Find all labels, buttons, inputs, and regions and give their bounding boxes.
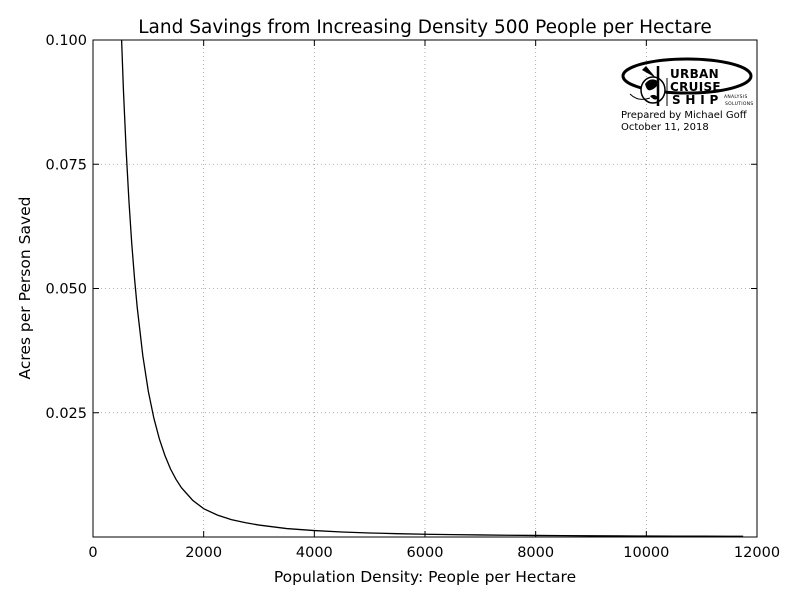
y-axis-label: Acres per Person Saved: [16, 197, 34, 380]
y-tick-label: 0.025: [45, 406, 87, 422]
x-tick-label: 2000: [185, 545, 222, 561]
urban-cruise-ship-logo: URBAN CRUISE S H I P ANALYSIS SOLUTIONS: [620, 56, 760, 138]
y-tick-label: 0.100: [45, 33, 87, 49]
x-tick-label: 8000: [517, 545, 554, 561]
credit-date: October 11, 2018: [621, 122, 709, 133]
chart-title: Land Savings from Increasing Density 500…: [138, 17, 711, 38]
logo-tag-analysis: ANALYSIS: [724, 95, 748, 100]
logo-text-cruise: CRUISE: [670, 80, 721, 94]
series-line-0: [120, 40, 744, 537]
logo-tag-solutions: SOLUTIONS: [725, 102, 754, 107]
y-tick-label: 0.050: [45, 282, 87, 298]
logo-ring-icon: [621, 57, 753, 106]
y-tick-label: 0.075: [45, 157, 87, 173]
logo-text-urban: URBAN: [670, 67, 719, 81]
x-tick-label: 0: [88, 545, 97, 561]
ticks: 0 2000 4000 6000 8000 10000 12000 0.025 0.050 0.0…: [45, 33, 780, 561]
x-tick-label: 12000: [734, 545, 780, 561]
x-tick-label: 10000: [623, 545, 669, 561]
plot-area: [120, 40, 744, 537]
credit-prepared-by: Prepared by Michael Goff: [621, 110, 747, 121]
x-axis-label: Population Density: People per Hectare: [274, 568, 576, 586]
x-tick-label: 4000: [296, 545, 333, 561]
grid: [93, 40, 757, 537]
logo-text-ship: S H I P: [672, 93, 719, 107]
x-tick-label: 6000: [407, 545, 444, 561]
